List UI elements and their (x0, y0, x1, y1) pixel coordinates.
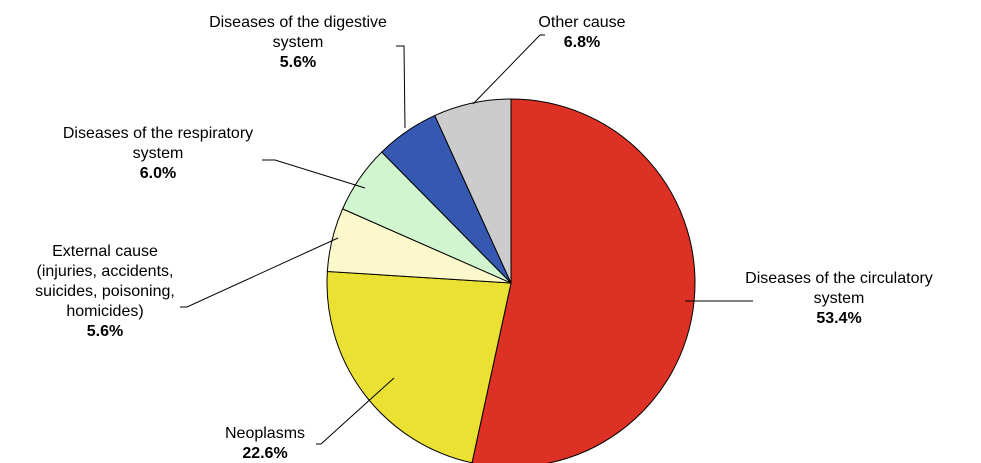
slice-percent-label: 6.8% (564, 34, 600, 51)
slice-label: suicides, poisoning, (35, 283, 175, 300)
slice-percent-label: 6.0% (140, 165, 176, 182)
pie-slice (471, 98, 696, 463)
slice-label: Diseases of the circulatory (745, 270, 933, 287)
slice-percent-label: 5.6% (87, 323, 123, 340)
slice-label: Diseases of the digestive (209, 14, 387, 31)
slice-labels: Diseases of the circulatory system 53.4% Ne… (35, 14, 933, 462)
leader-line (180, 237, 339, 308)
slice-percent-label: 53.4% (816, 310, 861, 327)
slice-label: homicides) (66, 303, 143, 320)
pie-slices (326, 98, 696, 463)
slice-label: Other cause (538, 14, 625, 31)
slice-label: system (814, 290, 865, 307)
leader-lines (180, 34, 753, 445)
pie-slice (326, 270, 512, 463)
slice-label: system (273, 34, 324, 51)
leader-line (396, 45, 406, 129)
slice-label: Diseases of the respiratory (63, 125, 253, 142)
slice-label: External cause (52, 243, 158, 260)
slice-label: Neoplasms (225, 425, 305, 442)
leader-line (472, 34, 545, 105)
leader-line (262, 159, 366, 189)
slice-percent-label: 22.6% (242, 445, 287, 462)
slice-label: system (133, 145, 184, 162)
pie-slice (434, 98, 512, 284)
slice-label: (injuries, accidents, (37, 263, 174, 280)
slice-percent-label: 5.6% (280, 54, 316, 71)
leader-line (316, 377, 395, 445)
